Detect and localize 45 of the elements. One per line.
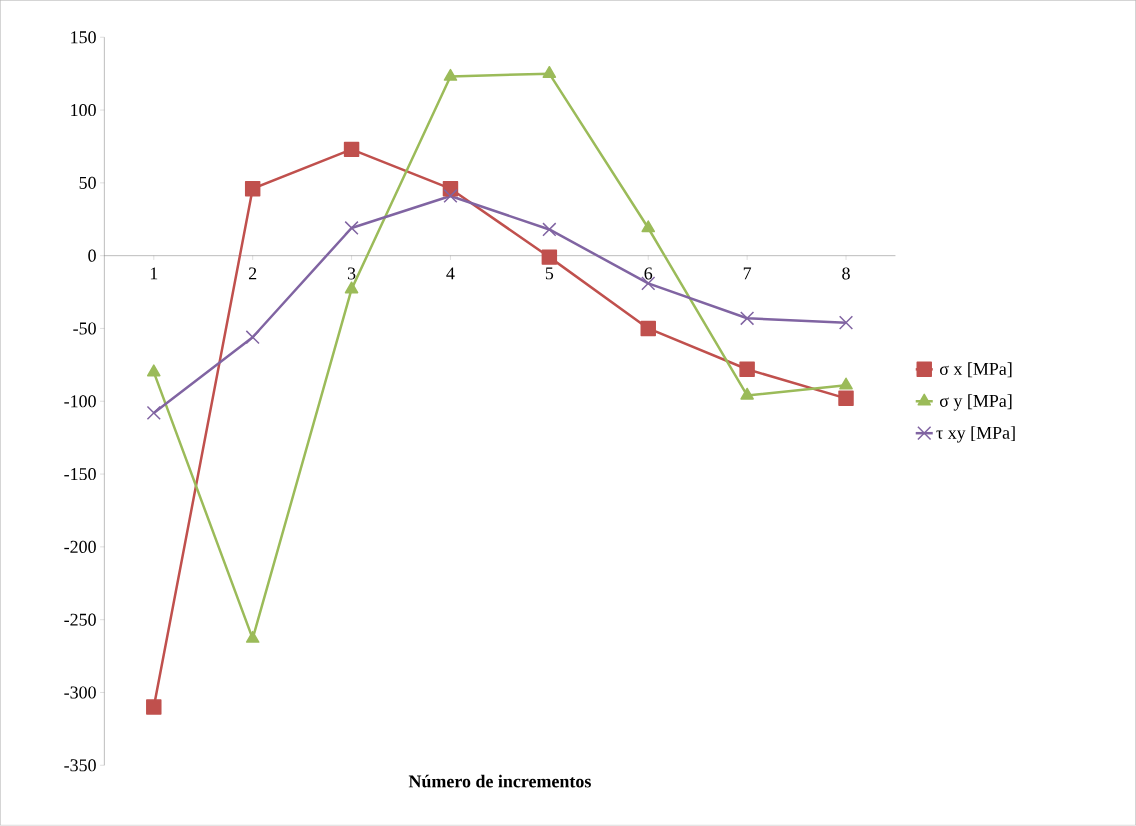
y-tick-label: 0	[88, 249, 96, 262]
legend-label: σ x [MPa]	[939, 362, 1012, 378]
point	[838, 315, 854, 330]
x-tick-label: 7	[743, 267, 752, 280]
point	[146, 699, 162, 715]
x-tick-label: 1	[150, 267, 158, 280]
x-axis-title: Número de incrementos	[408, 775, 591, 788]
y-tick-label: 50	[79, 177, 96, 190]
point	[640, 320, 656, 337]
x-tick-label: 3	[347, 267, 356, 280]
point	[739, 361, 755, 378]
legend-label: τ xy [MPa]	[936, 426, 1015, 443]
point	[443, 69, 458, 82]
y-tick-label: 100	[71, 104, 96, 117]
point	[146, 406, 161, 421]
x-tick-label: 2	[248, 267, 257, 280]
point	[146, 364, 161, 377]
point	[839, 377, 853, 390]
y-tick-label: -200	[64, 541, 96, 554]
x-tick-label: 8	[842, 267, 850, 280]
y-tick-label: 150	[71, 31, 96, 44]
y-tick-label: -350	[64, 759, 96, 772]
point	[344, 221, 359, 236]
point	[838, 390, 854, 407]
point	[245, 330, 260, 345]
x-tick-label: 5	[545, 267, 554, 280]
point	[343, 141, 360, 158]
x-tick-label: 4	[446, 267, 455, 280]
point	[740, 387, 754, 400]
y-tick-label: -50	[73, 322, 96, 335]
point	[541, 249, 558, 266]
y-tick-label: -150	[64, 468, 96, 481]
point	[244, 181, 261, 197]
point	[542, 66, 557, 79]
legend-label: σ y [MPa]	[939, 394, 1012, 411]
point	[641, 220, 656, 233]
y-tick-label: -100	[64, 395, 96, 408]
point	[740, 311, 755, 326]
point	[245, 631, 260, 644]
y-tick-label: -250	[64, 613, 96, 626]
point	[344, 281, 359, 294]
point	[443, 189, 458, 204]
point	[542, 222, 557, 237]
x-tick-label: 6	[644, 267, 653, 280]
y-tick-label: -300	[64, 686, 96, 699]
